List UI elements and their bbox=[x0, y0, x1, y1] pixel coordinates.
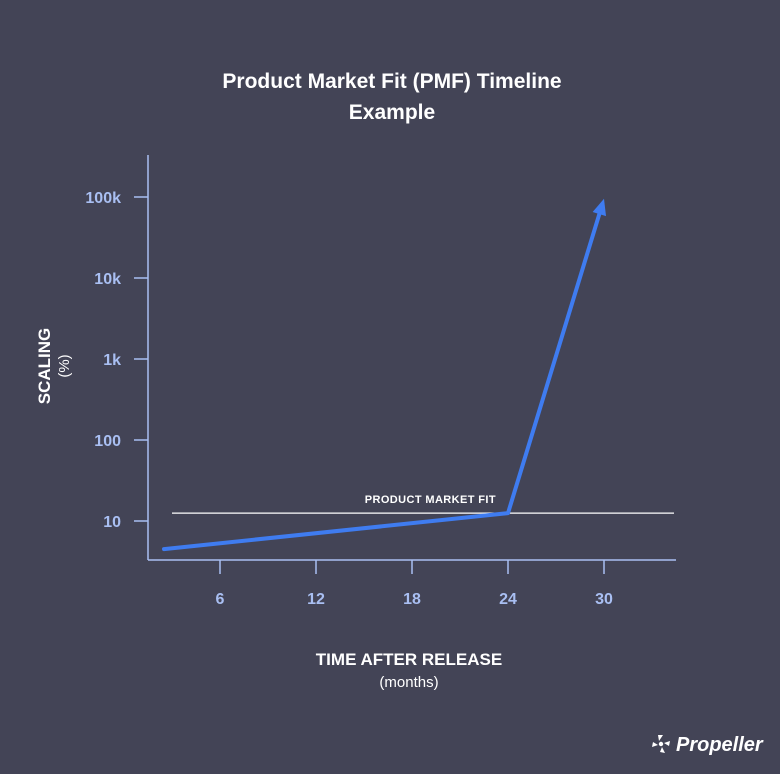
y-axis-unit: (%) bbox=[56, 354, 73, 377]
x-tick-label: 18 bbox=[403, 591, 421, 608]
pmf-reference: PRODUCT MARKET FIT bbox=[172, 494, 674, 514]
brand-name: Propeller bbox=[676, 734, 764, 756]
x-tick-label: 30 bbox=[595, 591, 613, 608]
y-tick-label: 100k bbox=[85, 190, 121, 207]
x-axis-label: TIME AFTER RELEASE bbox=[316, 650, 502, 669]
pmf-reference-label: PRODUCT MARKET FIT bbox=[365, 494, 496, 506]
series-arrowhead bbox=[592, 198, 607, 217]
chart-title: Product Market Fit (PMF) Timeline Exampl… bbox=[222, 70, 561, 124]
propeller-logo-icon bbox=[652, 735, 670, 753]
y-axis-ticks: 10 100 1k 10k 100k bbox=[85, 190, 148, 531]
x-tick-label: 24 bbox=[499, 591, 517, 608]
x-axis-ticks: 6 12 18 24 30 bbox=[216, 560, 613, 608]
series-group bbox=[162, 198, 607, 552]
x-tick-label: 6 bbox=[216, 591, 225, 608]
chart-title-line-1: Product Market Fit (PMF) Timeline bbox=[222, 70, 561, 93]
y-tick-label: 10k bbox=[94, 271, 121, 288]
y-tick-label: 100 bbox=[94, 433, 121, 450]
y-tick-label: 10 bbox=[103, 514, 121, 531]
chart-title-line-2: Example bbox=[349, 101, 435, 124]
brand: Propeller bbox=[652, 734, 764, 756]
x-axis-title: TIME AFTER RELEASE (months) bbox=[316, 650, 502, 691]
y-axis-label: SCALING bbox=[35, 328, 54, 405]
y-tick-label: 1k bbox=[103, 352, 121, 369]
x-axis-unit: (months) bbox=[379, 674, 438, 691]
series-line bbox=[162, 210, 602, 552]
x-tick-label: 12 bbox=[307, 591, 325, 608]
y-axis-title: SCALING (%) bbox=[35, 328, 73, 405]
